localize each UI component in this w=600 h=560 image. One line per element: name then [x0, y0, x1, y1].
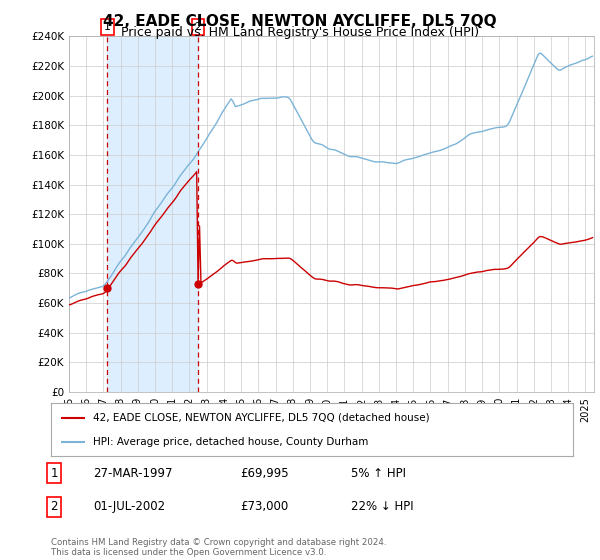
Text: 1: 1	[50, 466, 58, 480]
Text: 42, EADE CLOSE, NEWTON AYCLIFFE, DL5 7QQ (detached house): 42, EADE CLOSE, NEWTON AYCLIFFE, DL5 7QQ…	[93, 413, 430, 423]
Text: 27-MAR-1997: 27-MAR-1997	[93, 466, 173, 480]
Bar	[107, 36, 198, 392]
Text: £73,000: £73,000	[240, 500, 288, 514]
Text: 2: 2	[194, 22, 202, 32]
Text: £69,995: £69,995	[240, 466, 289, 480]
Text: 1: 1	[104, 22, 111, 32]
Text: 42, EADE CLOSE, NEWTON AYCLIFFE, DL5 7QQ: 42, EADE CLOSE, NEWTON AYCLIFFE, DL5 7QQ	[103, 14, 497, 29]
Text: HPI: Average price, detached house, County Durham: HPI: Average price, detached house, Coun…	[93, 437, 368, 447]
Text: 5% ↑ HPI: 5% ↑ HPI	[351, 466, 406, 480]
Text: Contains HM Land Registry data © Crown copyright and database right 2024.
This d: Contains HM Land Registry data © Crown c…	[51, 538, 386, 557]
Text: 2: 2	[50, 500, 58, 514]
Text: 22% ↓ HPI: 22% ↓ HPI	[351, 500, 413, 514]
Text: 01-JUL-2002: 01-JUL-2002	[93, 500, 165, 514]
Text: Price paid vs. HM Land Registry's House Price Index (HPI): Price paid vs. HM Land Registry's House …	[121, 26, 479, 39]
